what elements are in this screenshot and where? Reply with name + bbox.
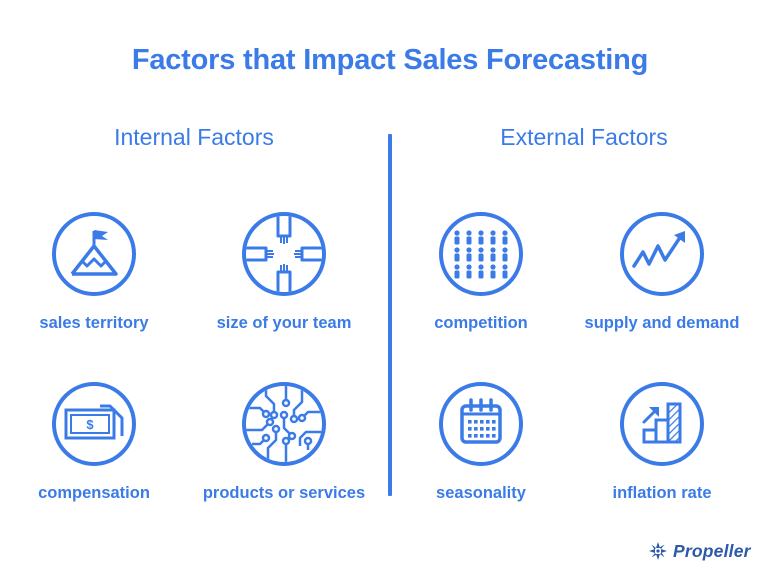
brand-logo: Propeller bbox=[648, 540, 751, 562]
person-icon bbox=[454, 264, 460, 279]
svg-text:$: $ bbox=[86, 417, 94, 432]
calendar-day-cell bbox=[468, 427, 472, 431]
factor-label: sales territory bbox=[39, 314, 149, 332]
factor-label: inflation rate bbox=[612, 484, 712, 502]
factor-label: compensation bbox=[38, 484, 150, 502]
person-icon bbox=[478, 247, 484, 262]
calendar-day-cell bbox=[474, 427, 478, 431]
person-icon bbox=[454, 247, 460, 262]
external-factors-heading: External Factors bbox=[500, 124, 668, 150]
person-icon bbox=[466, 247, 472, 262]
person-icon bbox=[478, 230, 484, 245]
factor-competition: competition bbox=[386, 212, 576, 333]
person-icon bbox=[466, 230, 472, 245]
calendar-day-cell bbox=[474, 420, 478, 424]
section-divider bbox=[388, 134, 392, 496]
calendar-day-cell bbox=[480, 420, 484, 424]
factor-label: products or services bbox=[202, 484, 366, 502]
factor-label: competition bbox=[434, 314, 528, 332]
calendar-day-cell bbox=[492, 427, 496, 431]
factor-label: size of your team bbox=[216, 314, 352, 332]
calendar-day-cell bbox=[486, 427, 490, 431]
factor-inflation-rate: inflation rate bbox=[567, 382, 757, 503]
brand-name: Propeller bbox=[673, 540, 751, 561]
dollar-bill-icon: $ bbox=[52, 382, 136, 466]
factor-sales-territory: sales territory bbox=[0, 212, 189, 333]
calendar-day-cell bbox=[474, 434, 478, 438]
crowd-icon bbox=[439, 212, 523, 296]
calendar-day-cell bbox=[486, 434, 490, 438]
rising-bars-icon bbox=[620, 382, 704, 466]
trend-arrow-icon bbox=[620, 212, 704, 296]
person-icon bbox=[466, 264, 472, 279]
person-icon bbox=[478, 264, 484, 279]
person-icon bbox=[502, 230, 508, 245]
person-icon bbox=[490, 247, 496, 262]
calendar-day-cell bbox=[492, 434, 496, 438]
person-icon bbox=[502, 247, 508, 262]
factor-seasonality: seasonality bbox=[386, 382, 576, 503]
person-icon bbox=[490, 230, 496, 245]
factor-products-or-services: products or services bbox=[189, 382, 379, 503]
person-icon bbox=[490, 264, 496, 279]
factor-size-of-team: size of your team bbox=[189, 212, 379, 333]
internal-factors-heading: Internal Factors bbox=[114, 124, 274, 150]
calendar-icon bbox=[439, 382, 523, 466]
propeller-logo-icon bbox=[649, 542, 667, 560]
person-icon bbox=[502, 264, 508, 279]
calendar-day-cell bbox=[492, 420, 496, 424]
factor-supply-and-demand: supply and demand bbox=[567, 212, 757, 333]
mountain-flag-icon bbox=[52, 212, 136, 296]
calendar-day-cell bbox=[468, 434, 472, 438]
calendar-day-cell bbox=[468, 420, 472, 424]
factor-label: seasonality bbox=[436, 484, 526, 502]
factor-label: supply and demand bbox=[584, 314, 740, 332]
calendar-day-cell bbox=[480, 434, 484, 438]
factor-compensation: $ compensation bbox=[0, 382, 189, 503]
person-icon bbox=[454, 230, 460, 245]
team-hands-icon bbox=[242, 212, 326, 296]
page-title: Factors that Impact Sales Forecasting bbox=[131, 44, 649, 76]
calendar-day-cell bbox=[486, 420, 490, 424]
circuit-icon bbox=[242, 382, 326, 466]
calendar-day-cell bbox=[480, 427, 484, 431]
